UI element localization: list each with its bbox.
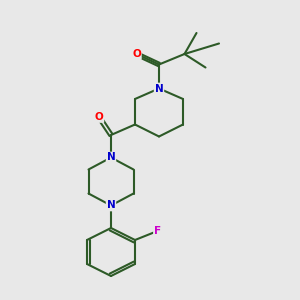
Text: N: N: [154, 83, 164, 94]
Text: F: F: [154, 226, 161, 236]
Text: N: N: [106, 200, 116, 211]
Text: N: N: [106, 152, 116, 163]
Text: O: O: [94, 112, 103, 122]
Text: O: O: [132, 49, 141, 59]
